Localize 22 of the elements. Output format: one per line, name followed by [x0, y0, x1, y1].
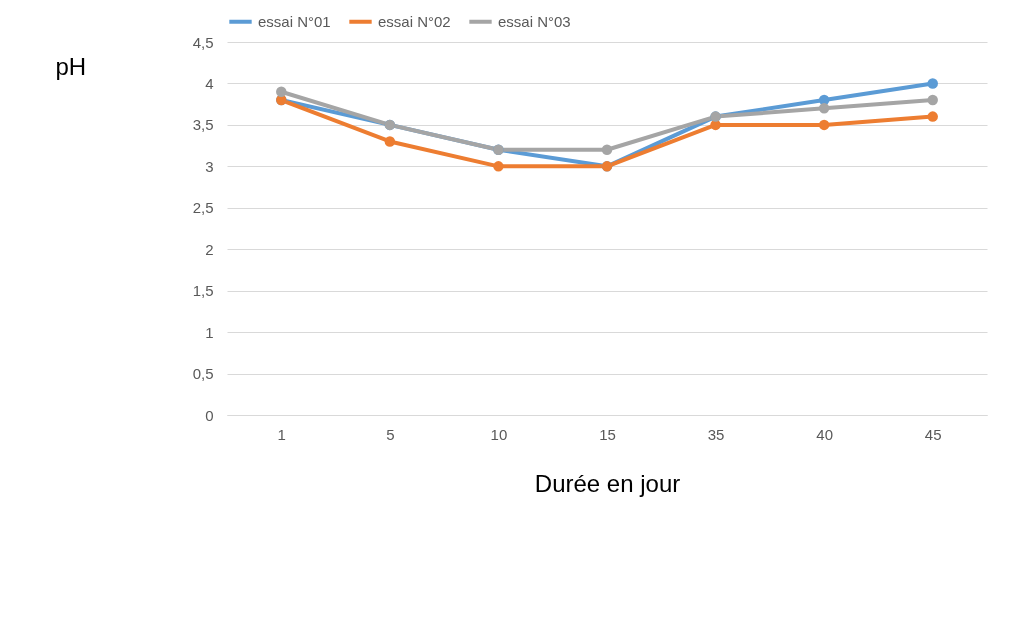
y-axis-title: pH	[55, 52, 87, 80]
y-tick-label: 1,5	[192, 282, 214, 300]
y-tick-label: 4,5	[192, 33, 214, 51]
y-tick-label: 1	[205, 323, 214, 341]
y-tick-label: 3,5	[192, 116, 214, 134]
x-tick-label: 1	[277, 425, 286, 443]
legend-label: essai N°01	[258, 12, 331, 30]
x-tick-label: 10	[490, 425, 508, 443]
x-tick-label: 45	[924, 425, 942, 443]
x-tick-label: 5	[386, 425, 395, 443]
y-tick-label: 2	[205, 240, 214, 258]
y-tick-label: 4	[205, 74, 214, 92]
x-tick-label: 40	[816, 425, 833, 443]
y-tick-label: 0	[205, 406, 214, 424]
y-tick-label: 2,5	[192, 199, 214, 217]
y-tick-label: 3	[205, 157, 214, 175]
legend-label: essai N°03	[498, 12, 571, 30]
legend-label: essai N°02	[378, 12, 451, 30]
y-tick-label: 0,5	[192, 365, 214, 383]
x-axis-title: Durée en jour	[534, 469, 681, 497]
x-tick-label: 15	[599, 425, 616, 443]
x-tick-label: 35	[707, 425, 725, 443]
